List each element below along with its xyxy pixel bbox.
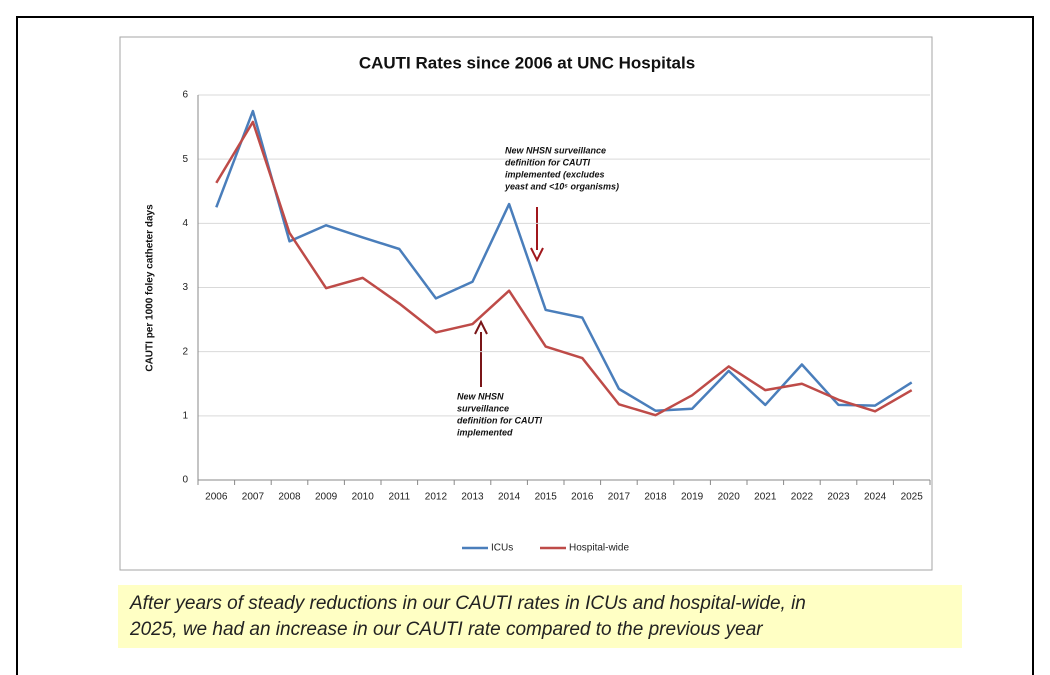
x-tick-label: 2009 [315, 492, 338, 503]
y-tick-label: 6 [182, 90, 188, 101]
arrow-head [474, 319, 488, 335]
x-tick-label: 2016 [571, 492, 594, 503]
x-tick-label: 2025 [901, 492, 924, 503]
x-tick-label: 2020 [718, 492, 741, 503]
x-tick-label: 2018 [644, 492, 667, 503]
caption: After years of steady reductions in our … [129, 593, 806, 614]
x-tick-label: 2015 [535, 492, 558, 503]
series-line [215, 120, 913, 417]
caption: 2025, we had an increase in our CAUTI ra… [129, 619, 763, 640]
x-tick-label: 2007 [242, 492, 265, 503]
y-tick-label: 2 [182, 346, 188, 357]
slide-border [16, 16, 1034, 675]
y-tick-label: 4 [182, 218, 188, 229]
y-tick-label: 0 [182, 475, 188, 486]
annotation: implemented (excludes [505, 169, 605, 179]
annotation: definition for CAUTI [457, 415, 542, 425]
annotation: implemented [457, 427, 513, 437]
x-tick-label: 2008 [278, 492, 301, 503]
x-tick-label: 2014 [498, 492, 521, 503]
y-tick-label: 3 [182, 282, 188, 293]
annotation: definition for CAUTI [505, 157, 590, 167]
x-tick-label: 2022 [791, 492, 814, 503]
chart-title: CAUTI Rates since 2006 at UNC Hospitals [359, 53, 695, 72]
annotation: surveillance [457, 403, 509, 413]
x-tick-label: 2017 [608, 492, 631, 503]
series-line [215, 109, 913, 412]
y-tick-label: 1 [182, 410, 188, 421]
x-tick-label: 2019 [681, 492, 704, 503]
y-tick-label: 5 [182, 154, 188, 165]
caption-box [118, 585, 962, 648]
x-tick-label: 2012 [425, 492, 448, 503]
y-axis-label: CAUTI per 1000 foley catheter days [145, 204, 156, 372]
arrow-head [530, 247, 544, 263]
x-tick-label: 2023 [827, 492, 850, 503]
x-tick-label: 2013 [461, 492, 484, 503]
x-tick-label: 2024 [864, 492, 887, 503]
x-tick-label: 2021 [754, 492, 777, 503]
x-tick-label: 2010 [352, 492, 375, 503]
annotation: New NHSN [457, 391, 504, 401]
x-tick-label: 2006 [205, 492, 228, 503]
x-tick-label: 2011 [389, 492, 411, 503]
chart-frame [119, 36, 933, 571]
annotation: yeast and <10⁵ organisms) [504, 181, 619, 191]
annotation: New NHSN surveillance [505, 145, 606, 155]
legend-label: ICUs [491, 543, 513, 554]
legend-label: Hospital-wide [569, 543, 629, 554]
